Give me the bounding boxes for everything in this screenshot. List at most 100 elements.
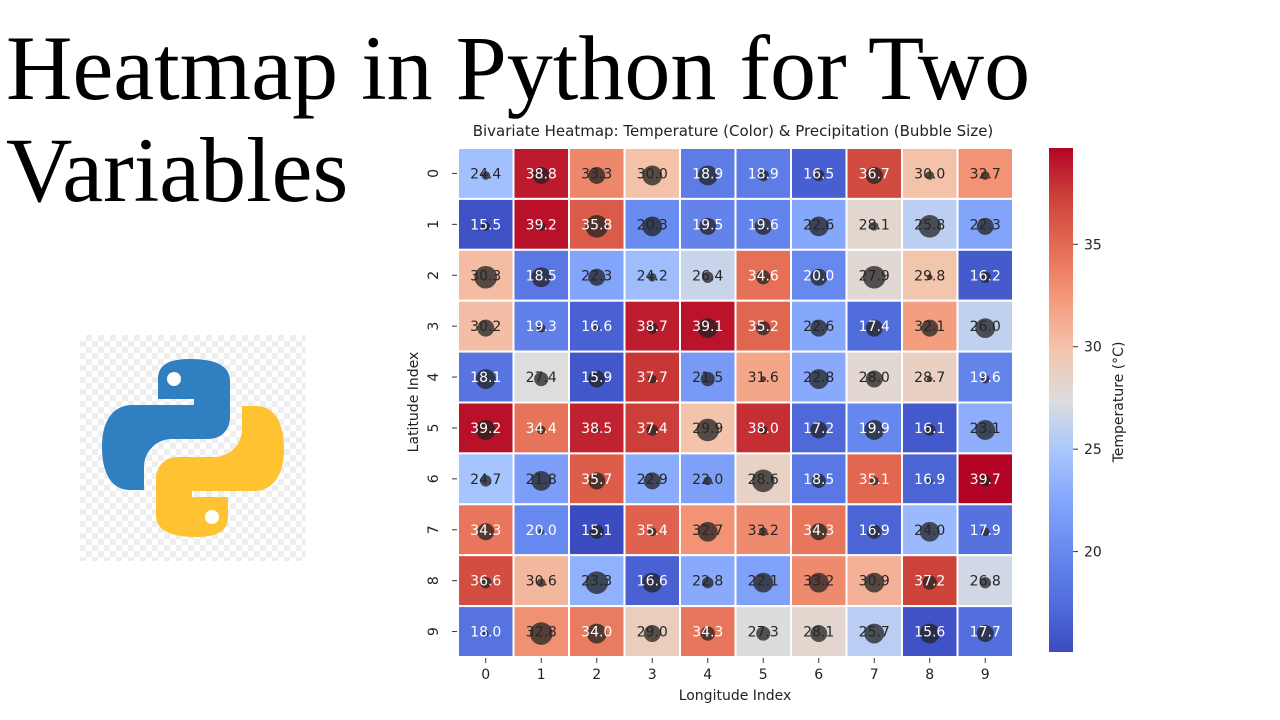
precipitation-bubble (481, 222, 491, 231)
y-axis-label: Latitude Index (406, 352, 422, 453)
precipitation-bubble (647, 527, 657, 537)
x-tick-label: 8 (925, 667, 934, 683)
precipitation-bubble (922, 575, 937, 590)
precipitation-bubble (647, 374, 657, 384)
precipitation-bubble (926, 477, 933, 484)
x-tick-label: 2 (592, 667, 601, 683)
cell-value-label: 16.5 (803, 166, 834, 182)
precipitation-bubble (980, 374, 990, 384)
x-tick-label: 5 (759, 667, 768, 683)
cell-value-label: 39.1 (692, 319, 723, 335)
cell-value-label: 27.3 (748, 625, 779, 641)
precipitation-bubble (756, 626, 771, 641)
cell-value-label: 38.8 (526, 166, 557, 182)
cell-value-label: 26.0 (970, 319, 1001, 335)
cell-value-label: 24.0 (914, 523, 945, 539)
cell-value-label: 34.3 (803, 523, 834, 539)
x-tick-label: 9 (981, 667, 990, 683)
cell-value-label: 17.7 (970, 625, 1001, 641)
cell-value-label: 27.9 (859, 268, 890, 284)
precipitation-bubble (751, 469, 775, 493)
heading-line-2: Variables (6, 119, 349, 221)
cell-value-label: 23.3 (581, 574, 612, 590)
cell-value-label: 22.6 (803, 217, 834, 233)
cell-value-label: 22.3 (581, 268, 612, 284)
cell-value-label: 32.7 (970, 166, 1001, 182)
cell-value-label: 21.5 (692, 370, 723, 386)
precipitation-bubble (647, 272, 657, 282)
chart-title: Bivariate Heatmap: Temperature (Color) &… (473, 122, 994, 140)
cell-value-label: 38.7 (637, 319, 668, 335)
cell-value-label: 20.0 (526, 523, 557, 539)
cell-value-label: 18.5 (526, 268, 557, 284)
cell-value-label: 22.6 (803, 319, 834, 335)
cell-value-label: 15.5 (470, 217, 501, 233)
cell-value-label: 22.9 (637, 472, 668, 488)
cell-value-label: 37.4 (637, 421, 668, 437)
precipitation-bubble (758, 425, 768, 435)
cell-value-label: 18.5 (803, 472, 834, 488)
precipitation-bubble (699, 217, 717, 235)
cell-value-label: 28.6 (748, 472, 779, 488)
precipitation-bubble (865, 319, 883, 337)
precipitation-bubble (926, 274, 933, 281)
precipitation-bubble (810, 421, 828, 439)
cell-value-label: 35.8 (581, 217, 612, 233)
precipitation-bubble (810, 319, 828, 337)
precipitation-bubble (642, 572, 663, 593)
cell-value-label: 27.4 (526, 370, 557, 386)
precipitation-bubble (646, 424, 658, 436)
precipitation-bubble (979, 271, 991, 283)
precipitation-bubble (474, 265, 498, 289)
cell-value-label: 29.8 (914, 268, 945, 284)
cell-value-label: 24.2 (637, 268, 668, 284)
colorbar (1049, 148, 1073, 652)
colorbar-ticks: 20 25 30 35 (1073, 237, 1102, 561)
cell-value-label: 28.7 (914, 370, 945, 386)
precipitation-bubble (975, 318, 996, 339)
cell-value-label: 36.6 (470, 574, 501, 590)
precipitation-bubble (975, 420, 996, 440)
cell-value-label: 38.0 (748, 421, 779, 437)
cell-value-label: 31.6 (748, 370, 779, 386)
cell-value-label: 32.7 (692, 523, 723, 539)
y-tick-label: 2 (426, 271, 442, 280)
cell-value-label: 29.9 (692, 421, 723, 437)
cell-value-label: 16.2 (970, 268, 1001, 284)
precipitation-bubble (918, 215, 942, 238)
precipitation-bubble (536, 425, 546, 435)
precipitation-bubble (703, 476, 713, 486)
precipitation-bubble (979, 475, 991, 487)
precipitation-bubble (480, 576, 492, 589)
colorbar-tick-label: 20 (1084, 545, 1102, 561)
precipitation-bubble (758, 527, 768, 537)
cell-value-label: 17.4 (859, 319, 890, 335)
cell-value-label: 28.1 (859, 217, 890, 233)
x-tick-label: 3 (648, 667, 657, 683)
cell-value-label: 19.9 (859, 421, 890, 437)
heatmap-cells: 24.4 38.8 33.3 30.0 18.9 18.9 16.5 36.7 30.0 32.7… (457, 147, 1014, 658)
cell-value-label: 22.1 (748, 574, 779, 590)
precipitation-bubble (588, 268, 606, 286)
cell-value-label: 29.0 (637, 625, 668, 641)
cell-value-label: 28.1 (803, 625, 834, 641)
precipitation-bubble (589, 524, 604, 539)
precipitation-bubble (865, 166, 883, 184)
cell-value-label: 23.1 (970, 421, 1001, 437)
cell-value-label: 30.0 (914, 166, 945, 182)
y-tick-label: 6 (426, 474, 442, 483)
x-tick-label: 6 (814, 667, 823, 683)
precipitation-bubble (864, 572, 885, 593)
precipitation-bubble (864, 420, 885, 440)
precipitation-bubble (534, 371, 549, 387)
precipitation-bubble (588, 370, 606, 388)
precipitation-bubble (925, 171, 935, 180)
cell-value-label: 30.3 (470, 268, 501, 284)
cell-value-label: 33.2 (803, 574, 834, 590)
cell-value-label: 19.5 (692, 217, 723, 233)
cell-value-label: 20.0 (803, 268, 834, 284)
cell-value-label: 24.7 (470, 472, 501, 488)
precipitation-bubble (980, 527, 990, 537)
cell-value-label: 35.7 (581, 472, 612, 488)
